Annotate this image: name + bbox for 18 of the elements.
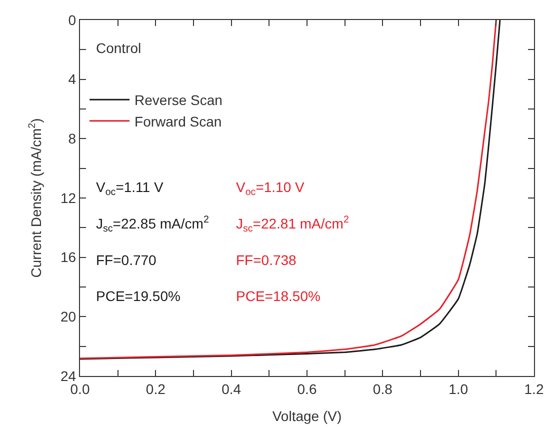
annotation: Control bbox=[96, 40, 142, 56]
legend-label: Reverse Scan bbox=[134, 92, 222, 108]
x-tick-label: 1.2 bbox=[524, 380, 544, 397]
y-tick-label: 12 bbox=[60, 190, 76, 206]
legend-label: Forward Scan bbox=[134, 113, 222, 130]
x-tick-label: 0.2 bbox=[146, 380, 166, 397]
text: V$_{oc}$=1.10 V J$_{sc}$=22.81 mA/cm$^{2}$ FF=0.738 PCE=18.50% bbox=[236, 179, 349, 304]
y-tick-label: 20 bbox=[60, 308, 76, 325]
x-tick-label: 0.6 bbox=[297, 380, 317, 397]
x-tick-label: 0.8 bbox=[372, 380, 393, 397]
x-tick-label: 0.4 bbox=[222, 380, 242, 397]
text: V$_{oc}$=1.11 V J$_{sc}$=22.85 mA/cm$^{2}$ FF=0.770 PCE=19.50% bbox=[96, 179, 209, 304]
y-tick-label: 4 bbox=[68, 71, 76, 88]
y-tick-label: 8 bbox=[68, 130, 76, 147]
y-tick-label: 16 bbox=[60, 249, 76, 266]
y-tick-label: 0 bbox=[68, 12, 76, 28]
x-tick-label: 1.0 bbox=[448, 380, 468, 397]
x-axis-title: Voltage (V) bbox=[272, 408, 342, 424]
